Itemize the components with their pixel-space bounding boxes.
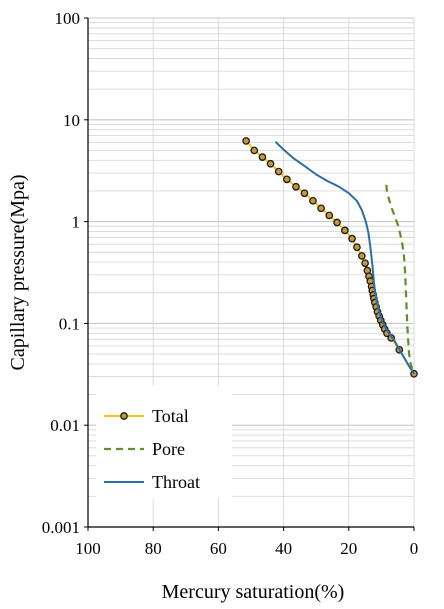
legend-label-pore: Pore — [152, 439, 185, 459]
series-total-point — [333, 218, 341, 227]
y-tick-label: 0.1 — [59, 314, 80, 333]
series-total-point — [258, 153, 267, 161]
legend-item-throat: Throat — [104, 472, 200, 492]
x-tick-label: 80 — [145, 539, 162, 558]
series-total-point — [325, 211, 334, 220]
series-total-point — [317, 204, 325, 213]
legend-box — [96, 386, 232, 498]
series-total-point — [309, 196, 317, 205]
y-tick-label: 100 — [55, 9, 81, 28]
series-pore-line — [385, 184, 416, 375]
series-total-point — [357, 252, 366, 260]
series-total-point — [348, 234, 356, 243]
x-tick-label: 20 — [340, 539, 357, 558]
series-total-point — [274, 167, 283, 176]
series-total-point — [353, 243, 361, 252]
axes: 100 10 1 0.1 0.01 0.001 100 80 60 40 20 0 Mercury sa… — [7, 9, 418, 603]
x-tick-label: 60 — [210, 539, 227, 558]
legend-item-pore: Pore — [104, 439, 185, 459]
series-total-point — [266, 159, 275, 168]
series-total-point — [361, 259, 369, 268]
series-total-point — [292, 182, 300, 191]
x-tick-label: 100 — [75, 539, 101, 558]
x-axis-title: Mercury saturation(%) — [162, 581, 345, 603]
legend: Total Pore Throat — [96, 386, 232, 498]
series-total-point — [250, 146, 259, 155]
y-axis-title: Capillary pressure(Mpa) — [7, 174, 29, 370]
legend-marker-total — [120, 412, 128, 420]
series-total-point — [341, 226, 349, 235]
series-total-point — [242, 137, 250, 145]
series-layer — [242, 137, 418, 378]
series-total-point — [283, 175, 291, 184]
x-tick-label: 40 — [275, 539, 292, 558]
y-tick-label: 10 — [63, 111, 80, 130]
series-total-point — [300, 189, 309, 198]
x-tick-label: 0 — [410, 539, 419, 558]
legend-label-total: Total — [152, 406, 189, 426]
y-tick-label: 0.01 — [50, 416, 80, 435]
y-tick-label: 0.001 — [42, 518, 80, 537]
y-tick-label: 1 — [72, 213, 81, 232]
series-throat-line — [274, 140, 415, 375]
legend-item-total: Total — [104, 406, 189, 426]
legend-label-throat: Throat — [152, 472, 200, 492]
